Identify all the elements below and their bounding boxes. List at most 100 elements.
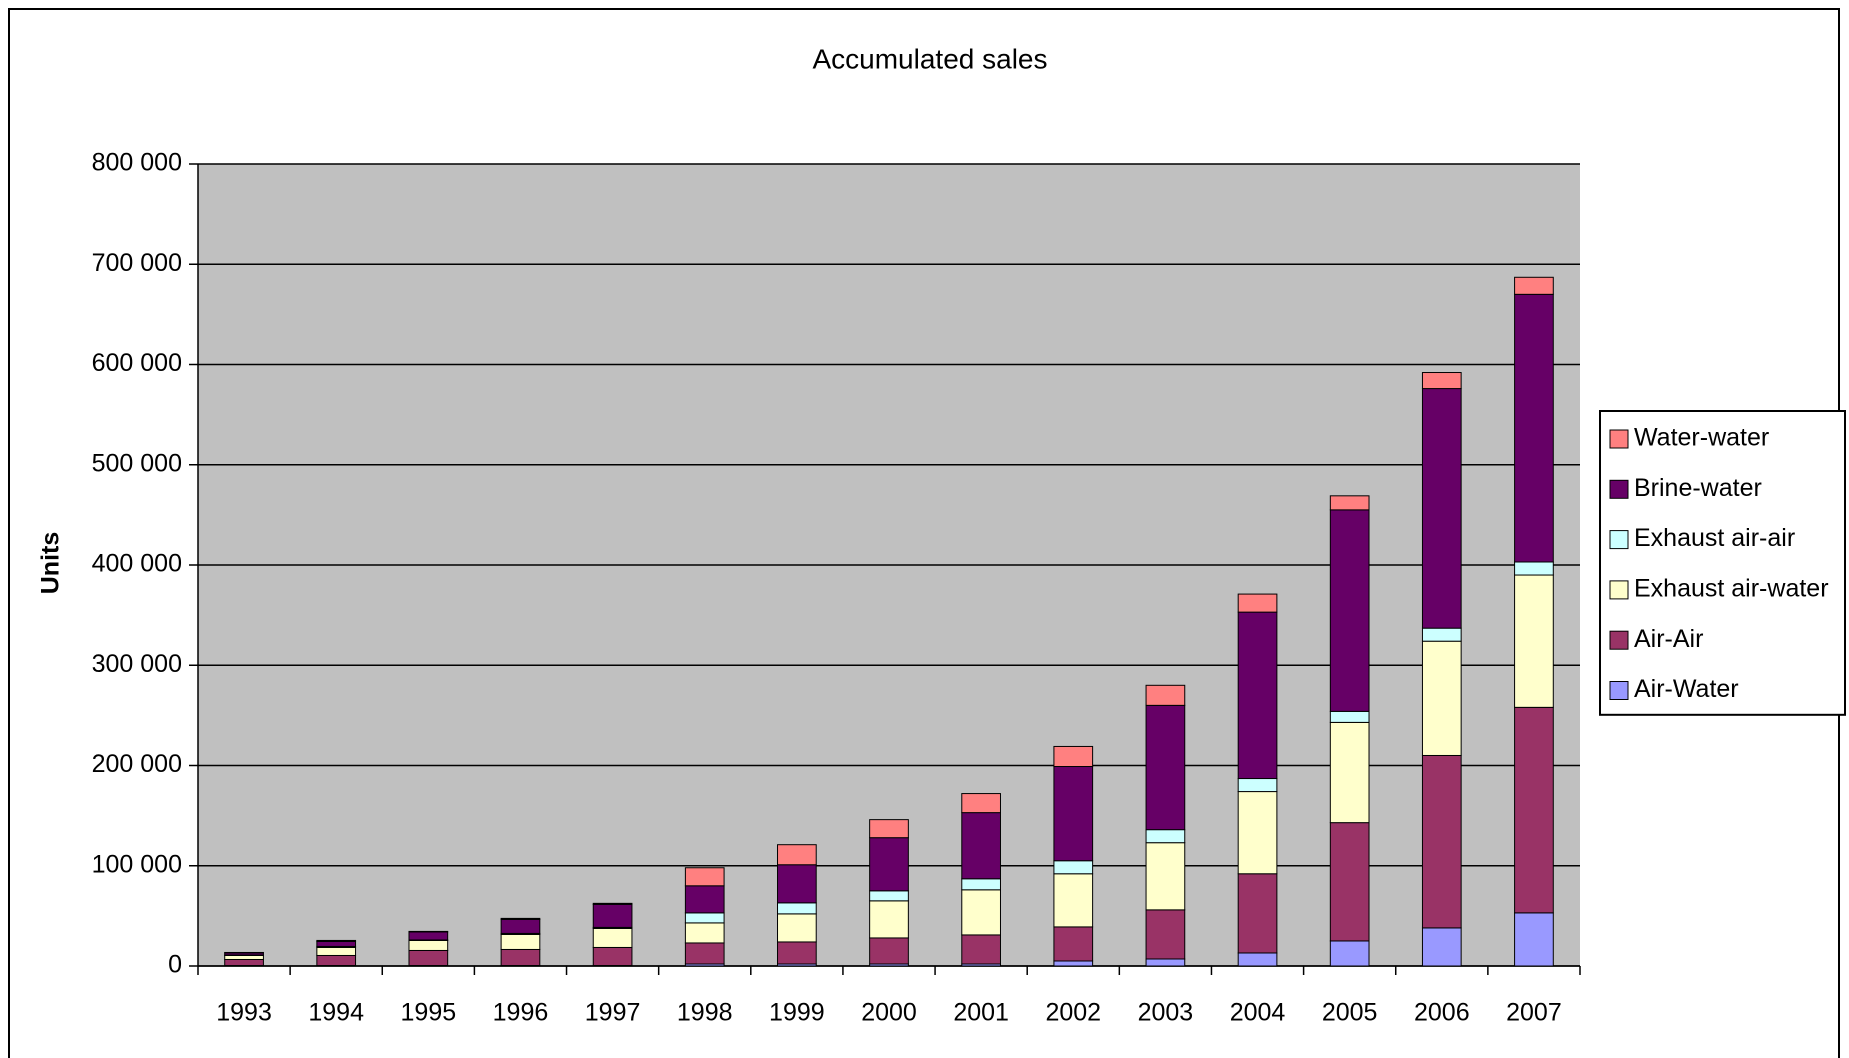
bar-segment: [869, 819, 909, 839]
bar-segment: [1237, 611, 1278, 780]
bar-segment: [961, 878, 1001, 891]
bar-segment: [1329, 710, 1370, 723]
y-tick-label: 0: [168, 951, 182, 979]
bar-segment: [316, 946, 357, 956]
bar-segment: [224, 954, 264, 960]
chart-title: Accumulated sales: [812, 43, 1047, 74]
bar-segment: [961, 793, 1001, 814]
bar-segment: [1421, 640, 1462, 756]
bar-segment: [408, 949, 449, 966]
x-tick-label: 2005: [1322, 999, 1378, 1027]
bar-segment: [1237, 952, 1278, 967]
bar-segment: [777, 844, 817, 866]
bar-segment: [1145, 684, 1186, 706]
y-tick-label: 700 000: [92, 249, 182, 277]
legend-swatch: [1609, 630, 1629, 650]
bar-segment: [592, 946, 633, 966]
y-axis-label: Units: [37, 532, 65, 595]
bar-segment: [1514, 706, 1554, 914]
y-tick-label: 100 000: [92, 850, 182, 878]
bar-segment: [1145, 829, 1186, 844]
bar-segment: [1053, 926, 1094, 962]
legend-swatch: [1609, 530, 1629, 550]
bar-segment: [1145, 704, 1186, 831]
x-tick-label: 1998: [677, 999, 733, 1027]
bar-segment: [684, 912, 725, 924]
bar-segment: [592, 927, 633, 948]
x-tick-label: 2003: [1138, 999, 1194, 1027]
bar-segment: [592, 902, 633, 905]
y-tick-label: 200 000: [92, 750, 182, 778]
bar-segment: [1237, 593, 1278, 613]
bar-segment: [1237, 873, 1278, 954]
bar-segment: [224, 951, 264, 954]
bar-segment: [500, 933, 541, 950]
bar-segment: [1053, 860, 1094, 875]
bar-segment: [500, 948, 541, 966]
bar-segment: [869, 900, 909, 939]
y-tick-label: 600 000: [92, 349, 182, 377]
bar-segment: [1329, 822, 1370, 942]
bar-segment: [1145, 909, 1186, 960]
legend-box: [1599, 410, 1846, 716]
bar-segment: [408, 930, 449, 933]
y-tick-label: 500 000: [92, 449, 182, 477]
bar-segment: [1053, 745, 1094, 768]
x-tick-label: 1993: [216, 999, 272, 1027]
legend-label: Water-water: [1634, 424, 1769, 452]
legend-label: Brine-water: [1634, 474, 1762, 502]
bar-segment: [1145, 842, 1186, 911]
bar-segment: [869, 937, 909, 965]
x-tick-label: 2004: [1230, 999, 1286, 1027]
bar-segment: [408, 939, 449, 951]
bar-segment: [1053, 960, 1094, 967]
bar-segment: [1329, 495, 1370, 511]
bar-segment: [316, 939, 357, 942]
bar-segment: [1329, 940, 1370, 967]
bar-segment: [684, 867, 725, 887]
bar-segment: [316, 954, 357, 966]
y-tick-label: 400 000: [92, 550, 182, 578]
bar-segment: [1421, 754, 1462, 929]
bar-segment: [1421, 388, 1462, 629]
legend-swatch: [1609, 429, 1629, 449]
y-tick-label: 300 000: [92, 650, 182, 678]
bar-segment: [1145, 958, 1186, 967]
bar-segment: [684, 885, 725, 914]
bar-segment: [1237, 778, 1278, 793]
bar-segment: [1237, 791, 1278, 875]
bar-segment: [1053, 766, 1094, 862]
bar-segment: [869, 837, 909, 892]
x-tick-label: 1999: [769, 999, 825, 1027]
bar-segment: [1329, 721, 1370, 824]
bar-segment: [1514, 561, 1554, 576]
bar-segment: [684, 922, 725, 944]
legend-label: Exhaust air-water: [1634, 575, 1829, 603]
x-tick-label: 1995: [401, 999, 457, 1027]
bar-segment: [777, 864, 817, 904]
legend-swatch: [1609, 479, 1629, 499]
bar-segment: [1514, 276, 1554, 295]
bar-segment: [869, 890, 909, 902]
bar-segment: [224, 958, 264, 966]
x-tick-label: 2001: [953, 999, 1009, 1027]
x-tick-label: 2000: [861, 999, 917, 1027]
legend-label: Exhaust air-air: [1634, 524, 1795, 552]
bar-segment: [777, 913, 817, 943]
bar-segment: [1421, 627, 1462, 642]
legend-swatch: [1609, 681, 1629, 700]
legend-label: Air-Air: [1634, 625, 1703, 653]
bar-segment: [500, 917, 541, 920]
bar-segment: [684, 942, 725, 965]
bar-segment: [1514, 574, 1554, 708]
bar-segment: [1421, 927, 1462, 967]
bar-segment: [1329, 509, 1370, 712]
bar-segment: [316, 940, 357, 947]
bar-segment: [592, 903, 633, 928]
bar-segment: [777, 941, 817, 965]
bar-segment: [961, 934, 1001, 965]
x-tick-label: 2007: [1506, 999, 1562, 1027]
x-tick-label: 2006: [1414, 999, 1470, 1027]
